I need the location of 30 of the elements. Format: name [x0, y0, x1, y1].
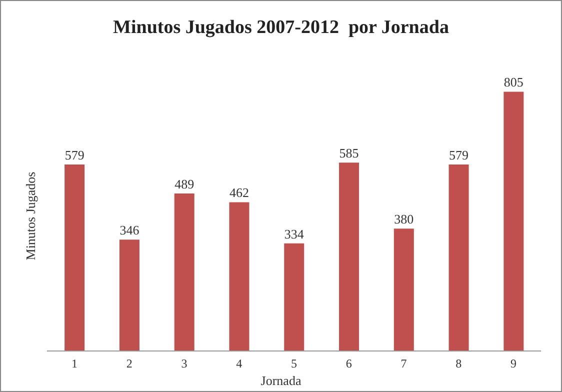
x-tick-label: 1 — [71, 356, 78, 371]
bar — [504, 92, 524, 351]
data-label: 805 — [504, 74, 524, 90]
x-tick-label: 6 — [346, 356, 352, 371]
x-tick-label: 3 — [181, 356, 188, 371]
x-tick-label: 9 — [510, 356, 517, 371]
bar — [174, 194, 194, 351]
x-tick-label: 7 — [400, 356, 407, 371]
x-tick-label: 5 — [291, 356, 297, 371]
bar — [64, 164, 85, 351]
chart-title: Minutos Jugados 2007-2012 por Jornada — [112, 17, 450, 39]
bar — [229, 202, 250, 351]
bar — [448, 164, 469, 351]
y-axis-title: Minutos Jugados — [23, 172, 39, 260]
x-tick-label: 2 — [126, 356, 132, 371]
bar — [339, 162, 360, 351]
x-tick-label: 4 — [236, 356, 242, 371]
data-label: 346 — [120, 222, 140, 238]
data-label: 462 — [229, 185, 249, 200]
data-label: 585 — [339, 146, 359, 161]
bar — [284, 243, 304, 351]
data-label: 489 — [174, 176, 194, 192]
bar — [394, 228, 414, 351]
data-label: 380 — [394, 212, 414, 227]
data-label: 334 — [284, 226, 304, 242]
bar — [119, 240, 140, 351]
x-tick-label: 8 — [456, 356, 462, 371]
data-label: 579 — [449, 148, 469, 163]
x-axis-title: Jornada — [260, 373, 302, 389]
data-label: 579 — [64, 148, 84, 163]
